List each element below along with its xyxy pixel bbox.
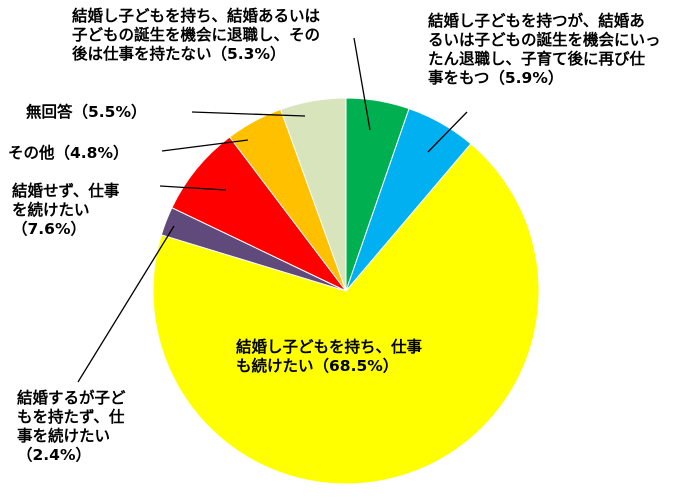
leader-line-red [159,185,227,191]
slice-label-yellow: 結婚し子どもを持ち、仕事 も続けたい（68.5%） [236,338,423,375]
slice-label-orange: その他（4.8%） [8,144,129,162]
leader-line-purple [77,225,175,383]
slice-label-red: 結婚せず、仕事 を続けたい （7.6%） [12,182,120,238]
slice-label-green: 結婚し子どもを持ち、結婚あるいは 子どもの誕生を機会に退職し、その 後は仕事を持… [72,7,321,63]
leader-line-green [353,37,371,131]
slice-label-sage: 無回答（5.5%） [26,103,147,121]
slice-label-purple: 結婚するが子ど もを持たず、仕 事を続けたい （2.4%） [17,389,126,464]
pie-slice-sage [279,97,347,292]
leader-line-sage [191,111,306,117]
pie-slices [152,97,540,485]
leader-line-blue [427,111,468,153]
slice-label-blue: 結婚し子どもを持つが、結婚あ るいは子どもの誕生を機会にいっ たん退職し、子育て… [428,12,661,87]
pie-slice-yellow [152,143,540,485]
leader-lines [77,37,468,383]
leader-line-orange [161,139,249,152]
